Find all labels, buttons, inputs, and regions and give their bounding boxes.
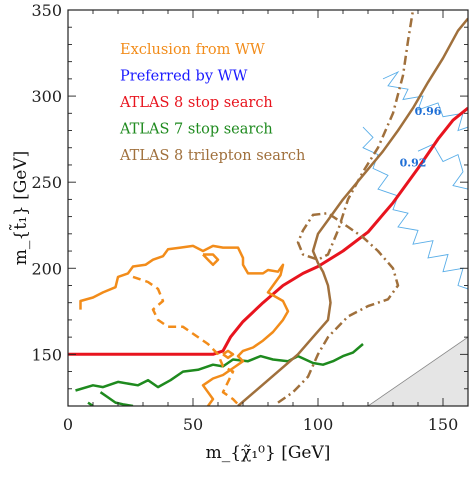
series-atlas-8-trilepton-search [237, 17, 468, 406]
series-exclusion-from-ww [202, 253, 220, 267]
preferred-contour-0-96 [382, 70, 468, 132]
legend-entry-preferred-by-ww: Preferred by WW [120, 69, 248, 85]
y-tick-label: 250 [31, 173, 62, 192]
legend-entry-exclusion-from-ww: Exclusion from WW [120, 42, 265, 58]
contour-label: 0.92 [400, 157, 427, 170]
legend-entry-atlas-8-stop-search: ATLAS 8 stop search [119, 95, 273, 111]
x-axis-title: m_{χ̃₁⁰} [GeV] [206, 443, 331, 463]
ticks-layer: 0 50 100 150 150 200 250 300 350 [31, 1, 469, 434]
x-tick-label: 150 [428, 415, 459, 434]
forbidden-region-layer [367, 336, 468, 406]
contour-label: 0.96 [415, 105, 442, 118]
preferred-contour-0-92 [362, 126, 468, 290]
legend: Exclusion from WW Preferred by WW ATLAS 8 … [119, 42, 305, 164]
x-tick-label: 100 [303, 415, 334, 434]
forbidden-region [367, 336, 468, 406]
series-exclusion-from-ww [222, 349, 235, 360]
contour-labels-layer: 0.96 0.92 [400, 105, 442, 170]
x-tick-label: 0 [63, 415, 73, 434]
series-layer [68, 10, 468, 406]
y-tick-label: 200 [31, 259, 62, 278]
y-tick-label: 300 [31, 87, 62, 106]
x-tick-label: 50 [183, 415, 203, 434]
y-tick-label: 350 [31, 1, 62, 20]
y-tick-label: 150 [31, 345, 62, 364]
series-atlas-7-stop-search [99, 391, 134, 406]
legend-entry-atlas-8-trilepton-search: ATLAS 8 trilepton search [119, 148, 305, 164]
series-exclusion-from-ww-dashed [132, 275, 239, 406]
series-atlas-8-stop-search [68, 106, 468, 356]
legend-entry-atlas-7-stop-search: ATLAS 7 stop search [119, 122, 273, 138]
series-exclusion-from-ww [79, 244, 290, 406]
series-atlas-7-stop-search [75, 343, 364, 392]
axis-titles: m_{χ̃₁⁰} [GeV] m_{t̃₁} [GeV] [9, 151, 330, 463]
series-atlas-8-trilepton-search-dashdot [277, 10, 415, 404]
y-axis-title: m_{t̃₁} [GeV] [9, 151, 31, 265]
